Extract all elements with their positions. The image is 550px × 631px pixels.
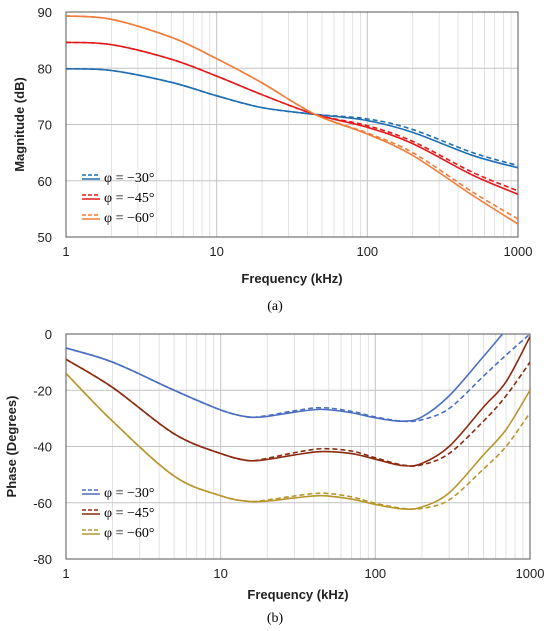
series-line-2-dashed	[66, 68, 518, 167]
series-group	[66, 15, 518, 225]
legend-label: φ = −60°	[104, 211, 154, 226]
series-line-4-dashed	[66, 358, 530, 467]
y-axis-label: Phase (Degrees)	[4, 396, 19, 498]
y-tick-label: 60	[38, 174, 52, 189]
plot-area-border	[65, 333, 531, 560]
series-line-1-solid	[66, 68, 518, 169]
chart-panel-phase: 1 10 100 1000 -80 -60 -40 -20 0 Frequency (kHz) Ph…	[4, 327, 544, 626]
x-tick-label: 100	[364, 566, 386, 581]
x-tick-label: 1000	[504, 244, 533, 259]
chart-panel-magnitude: 1 10 100 1000 50 60 70 80 90 Frequency (kHz) Magni…	[12, 5, 532, 314]
plot-area-border	[65, 11, 519, 238]
x-tick-label: 10	[209, 244, 223, 259]
series-line-1-solid	[66, 334, 504, 422]
x-tick-label: 1000	[516, 566, 545, 581]
legend-label: φ = −60°	[104, 526, 154, 541]
series-group	[66, 334, 530, 511]
series-line-4-dashed	[66, 41, 518, 192]
legend: φ = −30° φ = −45° φ = −60°	[82, 171, 154, 226]
panel-caption: (a)	[267, 299, 283, 314]
x-tick-label: 1	[62, 566, 69, 581]
x-tick-label: 10	[213, 566, 227, 581]
x-axis-label: Frequency (kHz)	[247, 587, 348, 602]
x-tick-label: 100	[356, 244, 378, 259]
y-tick-label: -20	[33, 383, 52, 398]
series-line-6-dashed	[66, 15, 518, 220]
y-tick-label: 80	[38, 61, 52, 76]
y-tick-label: -60	[33, 496, 52, 511]
series-line-2-dashed	[66, 334, 530, 423]
y-axis-label: Magnitude (dB)	[12, 77, 27, 172]
y-tick-label: 50	[38, 230, 52, 245]
y-tick-label: 0	[45, 327, 52, 342]
y-tick-label: -40	[33, 440, 52, 455]
y-tick-label: 90	[38, 5, 52, 20]
x-tick-label: 1	[62, 244, 69, 259]
legend-label: φ = −30°	[104, 486, 154, 501]
legend-label: φ = −45°	[104, 506, 154, 521]
legend-label: φ = −45°	[104, 191, 154, 206]
panel-caption: (b)	[267, 611, 284, 626]
x-axis-label: Frequency (kHz)	[241, 271, 342, 286]
y-tick-label: -80	[33, 552, 52, 567]
legend-label: φ = −30°	[104, 171, 154, 186]
series-line-6-dashed	[66, 372, 530, 511]
y-tick-label: 70	[38, 118, 52, 133]
legend: φ = −30° φ = −45° φ = −60°	[82, 486, 154, 541]
